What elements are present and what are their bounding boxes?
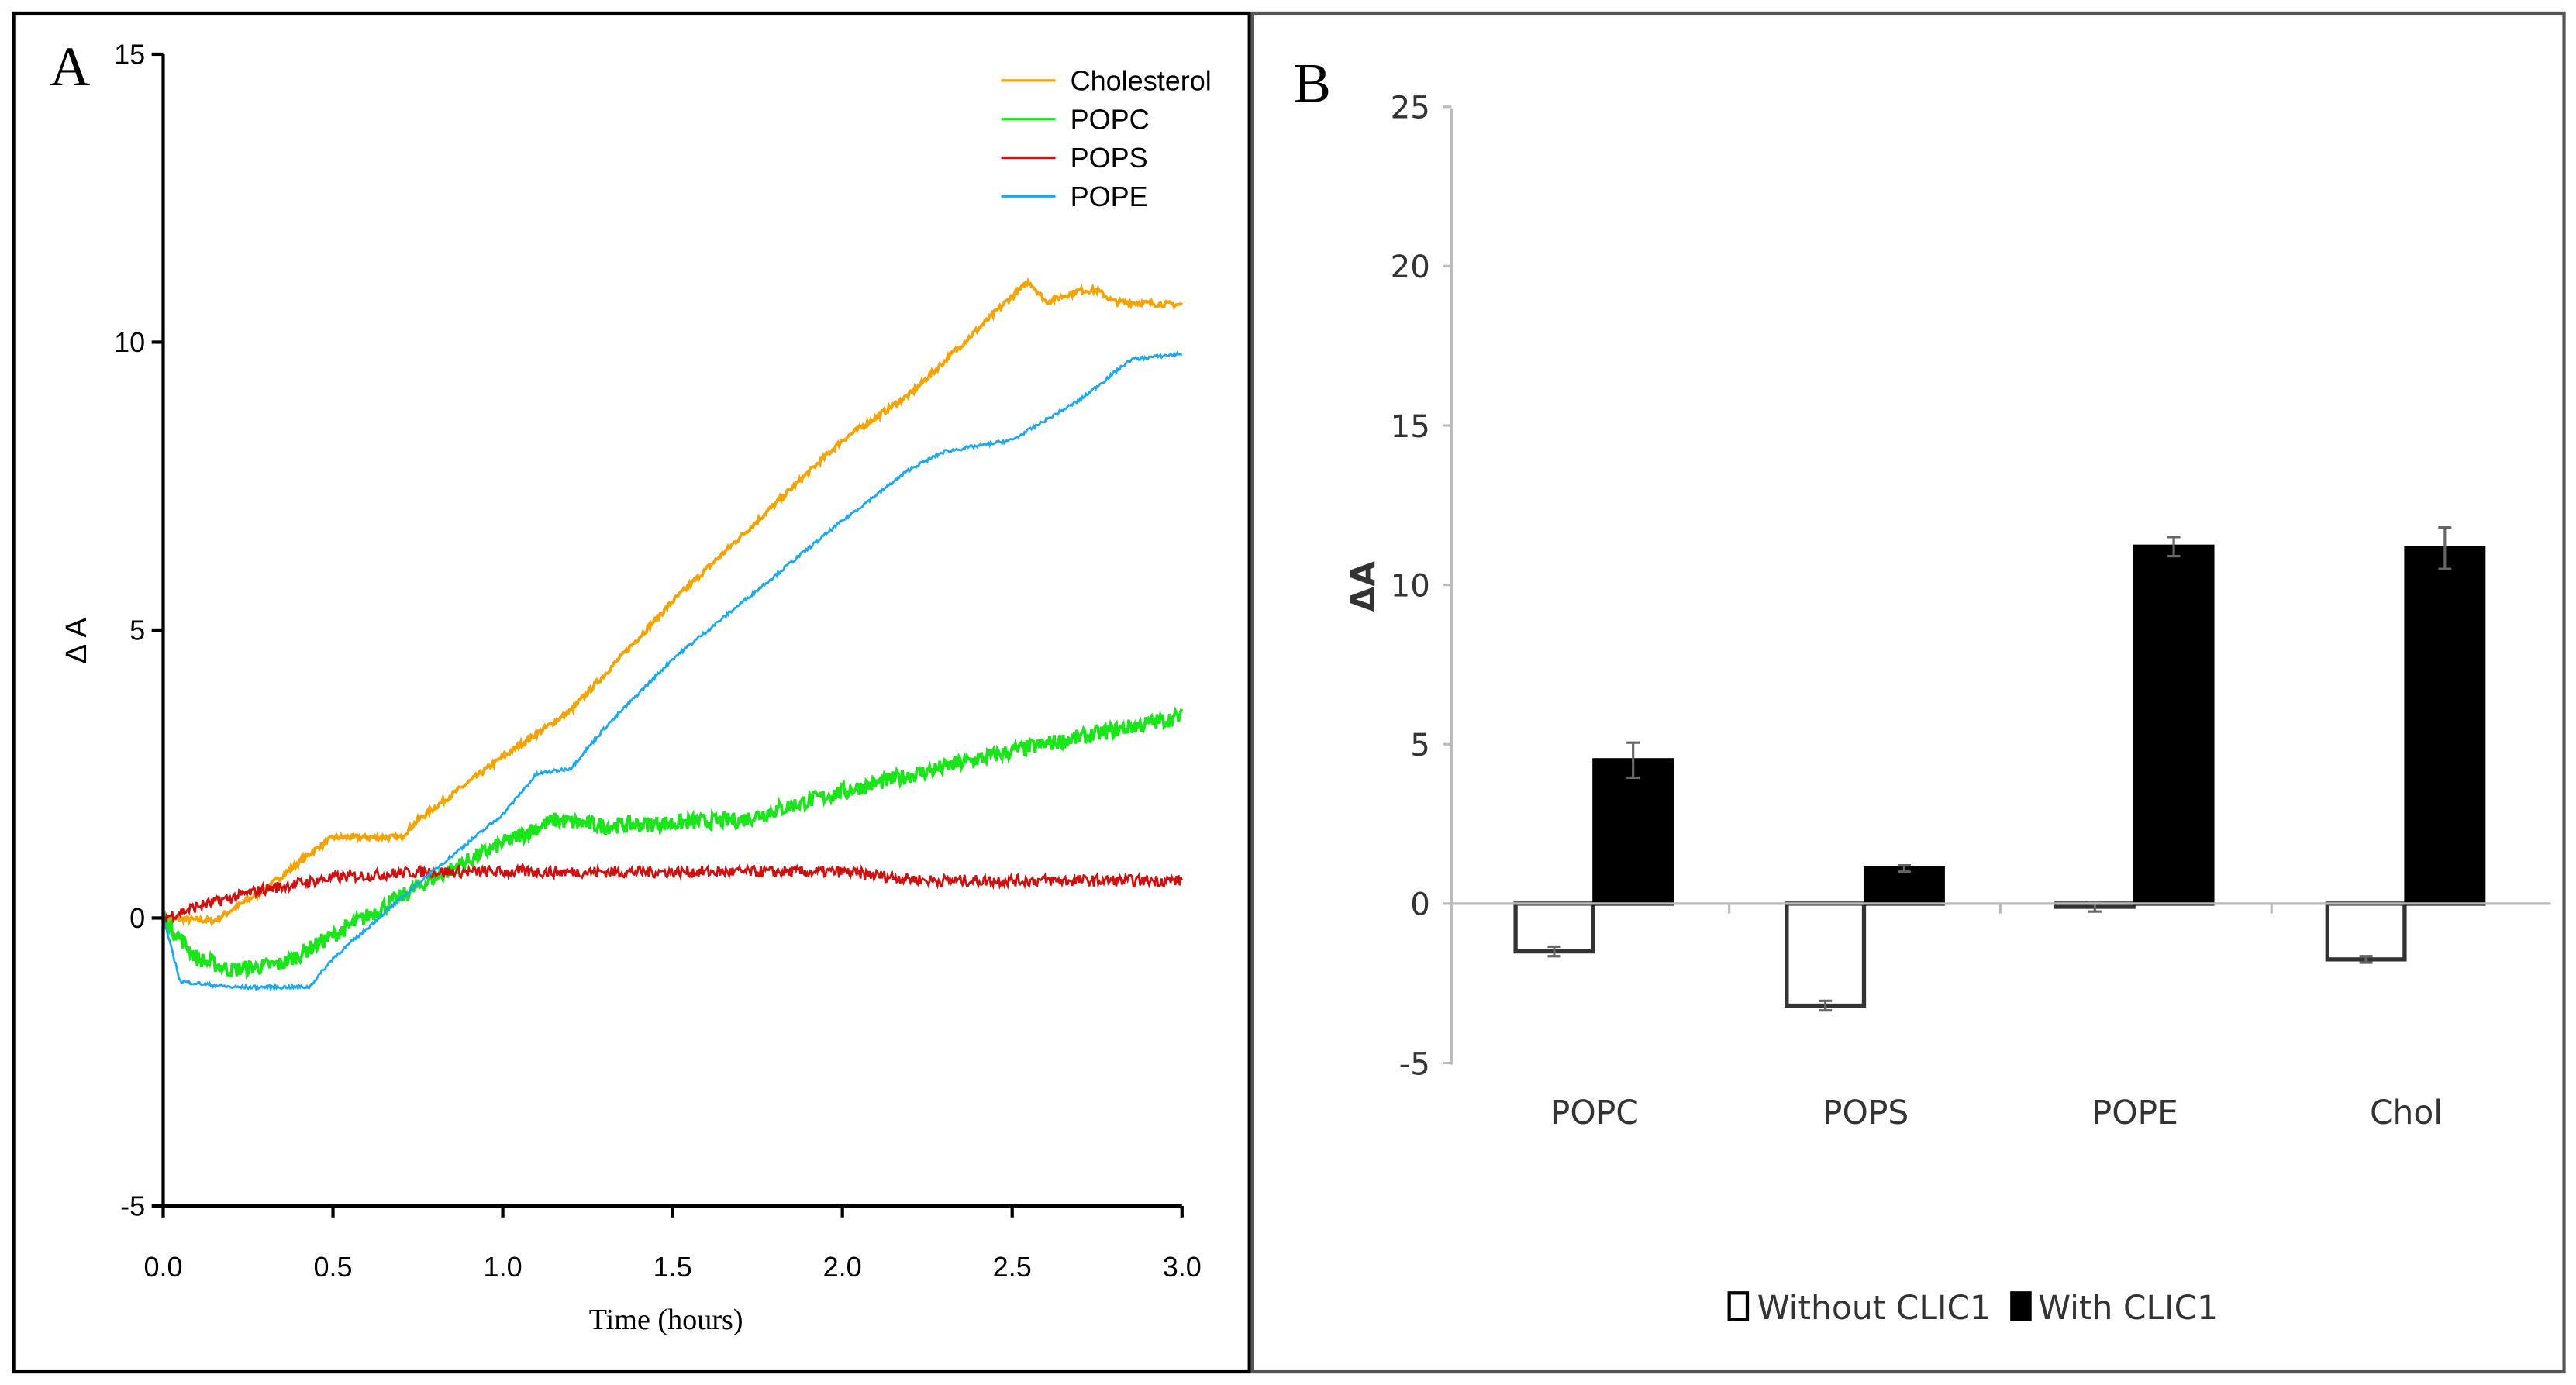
bar-with-clic1-popc [1592, 758, 1674, 906]
y-ticks: -5 0 5 10 15 20 25 [1391, 91, 1452, 1082]
y-tick-label: 10 [1391, 568, 1430, 604]
error-bar [1819, 999, 1833, 1012]
y-tick-label: 25 [1391, 91, 1430, 126]
legend-swatch [1727, 1291, 1750, 1321]
panel-b-bar-chart: B -5 0 5 10 15 20 25 POPC POPS POPE Chol ΔA Witho… [1294, 52, 2551, 1327]
error-bar [1897, 863, 1911, 873]
y-tick-label: 10 [114, 326, 145, 358]
legend-label: POPS [1071, 142, 1148, 174]
x-ticks: POPC POPS POPE Chol [1550, 903, 2443, 1132]
y-tick-label: 20 [1391, 250, 1430, 285]
legend-label: Cholesterol [1071, 65, 1212, 97]
bars [1513, 526, 2486, 1012]
error-bar [2359, 955, 2373, 964]
y-tick-label: 0 [1410, 887, 1430, 923]
legend: Without CLIC1 With CLIC1 [1727, 1289, 2218, 1327]
series-lines [161, 277, 1184, 992]
x-tick-label: 1.0 [484, 1251, 522, 1283]
error-bar [2167, 536, 2181, 558]
series-line-cholesterol [161, 277, 1184, 927]
error-bar [1626, 741, 1640, 780]
panel-a-label: A [50, 36, 90, 98]
y-tick-label: -5 [1399, 1046, 1430, 1082]
y-tick-label: 0 [129, 902, 145, 934]
x-axis-label: Time (hours) [589, 1304, 743, 1336]
x-tick-label: POPE [2092, 1094, 2178, 1132]
x-ticks: 0.0 0.5 1.0 1.5 2.0 2.5 3.0 [143, 1205, 1202, 1283]
legend-label: POPC [1071, 103, 1150, 135]
panel-b-label: B [1294, 52, 1331, 114]
bar-with-clic1-pope [2133, 544, 2215, 906]
x-tick-label: 0.0 [143, 1251, 182, 1283]
legend: Cholesterol POPC POPS POPE [1001, 65, 1212, 212]
y-axis-label: Δ A [60, 617, 93, 663]
legend-label: POPE [1071, 181, 1148, 212]
panel-a-frame [12, 11, 1251, 1374]
y-tick-label: -5 [120, 1190, 145, 1222]
panel-a-line-chart: A -5 0 5 10 15 0.0 0.5 1.0 1.5 2.0 2.5 3.0 Time (h… [50, 36, 1212, 1336]
x-tick-label: 1.5 [653, 1251, 692, 1283]
legend-swatch [2010, 1291, 2032, 1321]
bar-without-clic1-chol [2325, 901, 2407, 962]
x-tick-label: 2.0 [823, 1251, 862, 1283]
y-tick-label: 15 [1391, 409, 1430, 445]
x-tick-label: POPC [1550, 1094, 1639, 1132]
x-tick-label: 0.5 [313, 1251, 352, 1283]
y-axis-label: ΔA [1344, 561, 1382, 612]
legend-label: With CLIC1 [2038, 1289, 2218, 1327]
x-tick-label: Chol [2370, 1094, 2443, 1132]
x-tick-label: 2.5 [993, 1251, 1032, 1283]
y-tick-label: 5 [1410, 728, 1430, 763]
error-bar [2438, 526, 2452, 570]
legend-label: Without CLIC1 [1757, 1289, 1991, 1327]
bar-without-clic1-popc [1513, 901, 1595, 954]
error-bar [1547, 945, 1561, 958]
series-line-pops [163, 862, 1184, 924]
x-tick-label: 3.0 [1163, 1251, 1202, 1283]
series-line-pope [162, 350, 1183, 992]
series-line-popc [161, 705, 1184, 980]
bar-with-clic1-chol [2404, 546, 2486, 906]
x-tick-label: POPS [1823, 1094, 1909, 1132]
y-ticks: -5 0 5 10 15 [114, 39, 164, 1222]
y-tick-label: 5 [129, 615, 145, 646]
bar-with-clic1-pops [1863, 866, 1945, 906]
y-tick-label: 15 [114, 39, 145, 71]
bar-without-clic1-pops [1785, 901, 1867, 1008]
panel-b-frame [1250, 11, 2566, 1374]
